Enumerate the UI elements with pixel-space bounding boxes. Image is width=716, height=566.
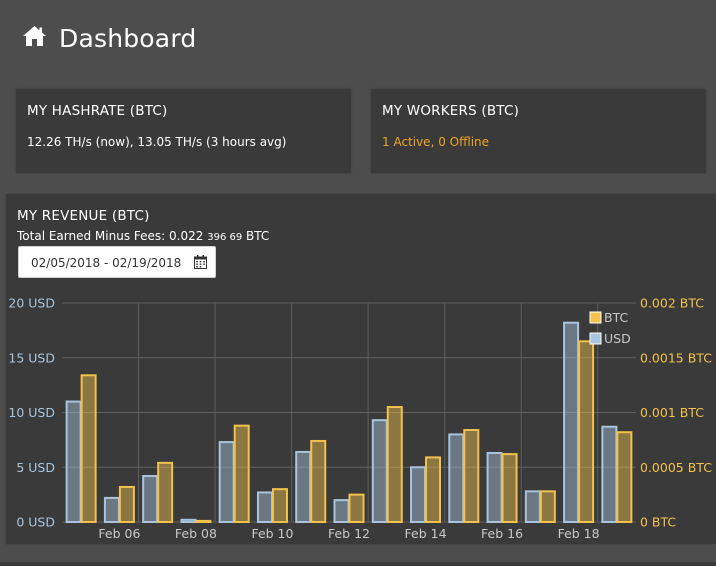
btc-bar [271, 488, 288, 523]
hashrate-value: 12.26 TH/s (now), 13.05 TH/s (3 hours av… [27, 135, 287, 149]
btc-bar [195, 519, 212, 524]
btc-bar [539, 490, 556, 523]
right-axis-tick-label: 0.001 BTC [640, 405, 704, 420]
x-axis-tick-label: Feb 16 [481, 526, 523, 541]
hashrate-title: MY HASHRATE (BTC) [27, 103, 168, 119]
right-axis-tick-label: 0.0015 BTC [640, 350, 712, 365]
usd-bar [256, 491, 273, 523]
left-axis-tick-label: 10 USD [8, 405, 55, 420]
btc-bar [578, 340, 595, 524]
calendar-icon[interactable] [194, 255, 207, 269]
x-axis-tick-label: Feb 10 [251, 526, 293, 541]
next-card-edge [0, 562, 716, 566]
page-title: Dashboard [59, 23, 197, 53]
total-earned: Total Earned Minus Fees: 0.022 396 69 BT… [17, 229, 269, 243]
date-range-picker[interactable]: 02/05/2018 - 02/19/2018 [18, 246, 216, 278]
btc-bar [310, 439, 327, 523]
right-axis-tick-label: 0.002 BTC [640, 296, 704, 311]
btc-bar [386, 406, 403, 523]
btc-bar [348, 493, 365, 523]
usd-bar [295, 450, 312, 524]
workers-title: MY WORKERS (BTC) [382, 103, 520, 119]
usd-bar [371, 419, 388, 524]
legend-swatch-usd[interactable] [589, 332, 602, 345]
right-axis-tick-label: 0.0005 BTC [640, 460, 712, 475]
usd-bar [601, 425, 618, 523]
total-earned-main: 0.022 [169, 229, 204, 243]
total-earned-unit: BTC [246, 229, 270, 243]
btc-bar [463, 429, 480, 523]
usd-bar [103, 496, 120, 524]
total-earned-label: Total Earned Minus Fees: [17, 229, 166, 243]
usd-bar [142, 475, 159, 524]
hashrate-card: MY HASHRATE (BTC) 12.26 TH/s (now), 13.0… [16, 89, 351, 173]
usd-bar [218, 441, 235, 523]
left-axis-tick-label: 20 USD [8, 296, 55, 311]
x-axis-tick-label: Feb 08 [175, 526, 217, 541]
x-axis-tick-label: Feb 12 [328, 526, 370, 541]
date-range-value: 02/05/2018 - 02/19/2018 [31, 256, 182, 270]
right-axis-tick-label: 0 BTC [640, 515, 676, 530]
usd-bar [448, 433, 465, 523]
workers-status[interactable]: 1 Active, 0 Offline [382, 135, 490, 149]
total-earned-small: 396 69 [207, 232, 243, 243]
btc-bar [157, 461, 174, 523]
legend-swatch-btc[interactable] [589, 311, 602, 324]
home-icon[interactable] [22, 25, 47, 51]
legend-label-usd[interactable]: USD [604, 331, 631, 346]
btc-bar [501, 453, 518, 523]
left-axis-tick-label: 0 USD [16, 515, 55, 530]
btc-bar [616, 431, 633, 523]
btc-bar [425, 456, 442, 523]
page-header: Dashboard [22, 20, 196, 56]
btc-bar [233, 424, 250, 524]
left-axis-tick-label: 5 USD [16, 460, 55, 475]
usd-bar [65, 400, 82, 523]
usd-bar [180, 518, 197, 523]
usd-bar [410, 466, 427, 523]
revenue-title: MY REVENUE (BTC) [17, 208, 150, 224]
btc-bar [80, 374, 97, 523]
x-axis-tick-label: Feb 18 [558, 526, 600, 541]
usd-bar [486, 452, 503, 524]
x-axis-tick-label: Feb 14 [405, 526, 447, 541]
usd-bar [333, 499, 350, 524]
workers-card: MY WORKERS (BTC) 1 Active, 0 Offline [371, 89, 706, 173]
x-axis-tick-label: Feb 06 [98, 526, 140, 541]
btc-bar [118, 485, 135, 523]
usd-bar [563, 321, 580, 523]
left-axis-tick-label: 15 USD [8, 350, 55, 365]
usd-bar [524, 490, 541, 523]
legend-label-btc[interactable]: BTC [604, 310, 628, 325]
